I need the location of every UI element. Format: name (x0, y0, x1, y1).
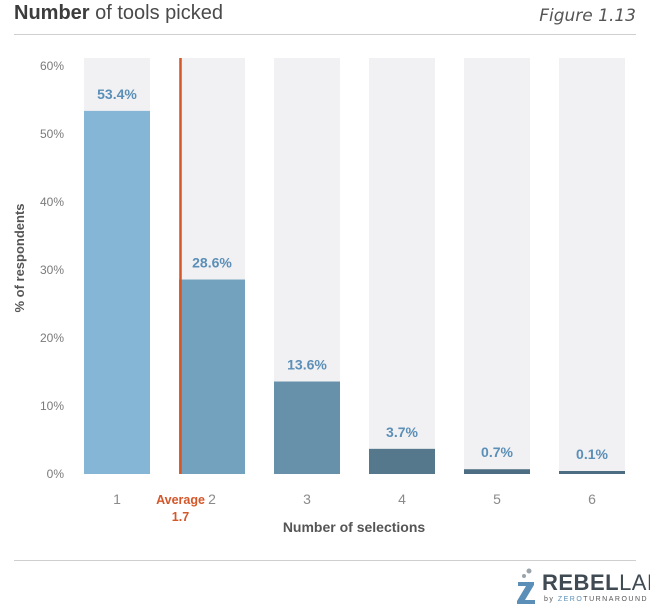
title-rest: of tools picked (89, 2, 223, 24)
figure-label: Figure 1.13 (539, 6, 636, 26)
x-tick-label: 4 (398, 491, 406, 507)
y-tick-label: 10% (40, 399, 64, 413)
title-bold: Number (14, 2, 90, 24)
bar-value-label: 53.4% (97, 86, 137, 102)
logo-brand: REBELLABS (542, 570, 650, 596)
y-tick-label: 20% (40, 331, 64, 345)
x-tick-label: 2 (208, 491, 216, 507)
bar-value-label: 28.6% (192, 255, 232, 271)
logo-subtitle: by ZEROTURNAROUND (544, 596, 648, 603)
logo-sub-prefix: by (544, 596, 558, 603)
bar-value-label: 0.1% (576, 446, 608, 462)
rebellabs-logo: REBELLABS by ZEROTURNAROUND (514, 566, 650, 610)
bar-background (369, 58, 435, 474)
y-tick-label: 30% (40, 263, 64, 277)
x-tick-label: 6 (588, 491, 596, 507)
logo-brand-bold: REBEL (542, 570, 620, 595)
rebellabs-logo-icon (517, 568, 535, 604)
bar-background (559, 58, 625, 474)
average-label: Average (156, 493, 205, 507)
bar (274, 381, 340, 474)
x-axis-label: Number of selections (283, 519, 426, 535)
y-axis-label: % of respondents (12, 203, 27, 312)
bar (464, 469, 530, 474)
y-tick-label: 50% (40, 127, 64, 141)
logo-sub-zero: ZERO (557, 596, 584, 603)
x-tick-label: 3 (303, 491, 311, 507)
logo-brand-light: LABS (619, 570, 650, 595)
x-tick-label: 1 (113, 491, 121, 507)
bar (84, 110, 150, 474)
bar-value-label: 3.7% (386, 424, 418, 440)
bar-value-label: 13.6% (287, 357, 327, 373)
x-tick-label: 5 (493, 491, 501, 507)
bar (559, 471, 625, 474)
y-tick-label: 40% (40, 195, 64, 209)
page-title: Number of tools picked (14, 2, 223, 25)
bar-chart: 0% 10% 20% 30% 40% 50% 60% 53.4% 1 28.6% 2 13.6% 3 3.… (12, 58, 625, 535)
bar-value-label: 0.7% (481, 444, 513, 460)
logo-sub-rest: TURNAROUND (583, 596, 649, 603)
average-value: 1.7 (172, 510, 189, 524)
bar (369, 448, 435, 474)
y-tick-label: 60% (40, 59, 64, 73)
y-tick-label: 0% (47, 467, 65, 481)
bottom-divider (14, 560, 636, 561)
bar-background (464, 58, 530, 474)
bar (179, 279, 245, 474)
top-divider (14, 34, 636, 35)
